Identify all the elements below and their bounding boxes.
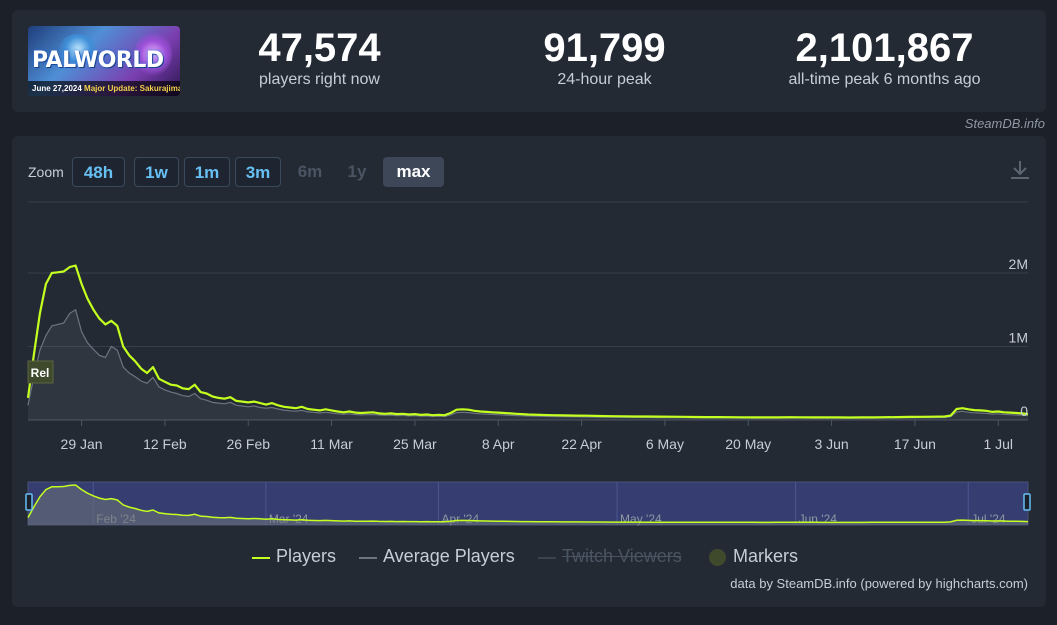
chart-panel: Zoom 48h 1w 1m 3m 6m 1y max 2M 1M 0 29 Jan… — [12, 136, 1046, 607]
x-tick-label: 17 Jun — [894, 436, 936, 452]
average-area — [28, 309, 1028, 420]
zoom-label: Zoom — [28, 164, 64, 180]
stat-label: all-time peak 6 months ago — [788, 71, 981, 88]
zoom-max-button[interactable]: max — [383, 157, 444, 187]
legend-average-label: Average Players — [383, 546, 515, 566]
chart-markers: Rel — [27, 360, 54, 384]
zoom-48h-button[interactable]: 48h — [72, 157, 125, 187]
rel-marker-label: Rel — [31, 366, 50, 380]
zoom-1w-button[interactable]: 1w — [134, 157, 179, 187]
navigator-area — [28, 485, 1028, 525]
markers-swatch — [709, 549, 726, 566]
y-tick-label: 2M — [1009, 256, 1028, 272]
x-tick-label: 12 Feb — [143, 436, 187, 452]
x-tick-label: 26 Feb — [226, 436, 270, 452]
average-swatch — [359, 557, 377, 559]
x-tick-label: 20 May — [725, 436, 771, 452]
stat-24h-peak: 91,799 24-hour peak — [517, 26, 692, 90]
x-tick-label: 11 Mar — [310, 436, 353, 452]
highcharts-credit[interactable]: data by SteamDB.info (powered by highcha… — [730, 576, 1028, 591]
twitch-swatch — [538, 557, 556, 559]
x-tick-label: 25 Mar — [393, 436, 437, 452]
x-tick-label: 6 May — [646, 436, 684, 452]
y-tick-label: 1M — [1009, 330, 1028, 346]
x-tick-label: 3 Jun — [814, 436, 848, 452]
zoom-6m-button: 6m — [297, 162, 323, 181]
y-tick-label: 0 — [1020, 403, 1028, 419]
stat-label: 24-hour peak — [557, 71, 652, 88]
x-tick-label: 8 Apr — [482, 436, 515, 452]
logo-date: June 27,2024 — [32, 84, 82, 93]
chart-grid — [28, 201, 1028, 421]
chart-series — [26, 264, 1029, 419]
players-swatch — [252, 557, 270, 559]
rel-marker-flag — [27, 360, 54, 384]
stat-current-players: 47,574 players right now — [237, 26, 402, 90]
x-tick-label: 22 Apr — [561, 436, 602, 452]
zoom-3m-button[interactable]: 3m — [235, 157, 281, 187]
logo-art-left — [58, 34, 98, 64]
legend-players-label: Players — [276, 546, 337, 566]
legend-twitch-label: Twitch Viewers — [562, 546, 682, 566]
navigator-handle-right[interactable] — [1023, 493, 1031, 511]
stats-bar: PALWORLD June 27,2024 Major Update: Saku… — [12, 10, 1046, 112]
logo-update-text: Major Update: Sakurajima — [84, 84, 180, 93]
stat-value: 2,101,867 — [795, 26, 974, 70]
stat-all-time-peak: 2,101,867 all-time peak 6 months ago — [772, 26, 997, 90]
zoom-1m-button[interactable]: 1m — [184, 157, 230, 187]
x-tick-label: 29 Jan — [61, 436, 103, 452]
navigator-line — [27, 484, 1029, 524]
logo-title: PALWORLD — [32, 48, 164, 73]
x-axis-labels: 29 Jan 12 Feb 26 Feb 11 Mar 25 Mar 8 Apr 22 Ap… — [61, 420, 1013, 452]
stat-value: 47,574 — [258, 26, 381, 70]
download-icon[interactable] — [1008, 158, 1032, 182]
logo-art — [134, 32, 172, 76]
legend-markers-label: Markers — [733, 546, 799, 566]
navigator-handle-left[interactable] — [25, 493, 33, 511]
logo-update-strip: June 27,2024 Major Update: Sakurajima — [28, 81, 180, 96]
x-tick-label: 1 Jul — [983, 436, 1013, 452]
stat-label: players right now — [259, 71, 380, 88]
average-area-fill — [28, 309, 1028, 420]
stat-value: 91,799 — [543, 26, 666, 70]
y-axis-labels: 2M 1M 0 — [1009, 256, 1029, 419]
game-logo[interactable]: PALWORLD June 27,2024 Major Update: Saku… — [28, 26, 180, 96]
player-chart[interactable]: 2M 1M 0 29 Jan 12 Feb 26 Feb 11 Mar 25 Mar 8 Ap… — [12, 136, 1046, 536]
zoom-1y-button: 1y — [347, 162, 367, 181]
steamdb-credit[interactable]: SteamDB.info — [964, 116, 1045, 131]
players-line — [26, 264, 1029, 419]
